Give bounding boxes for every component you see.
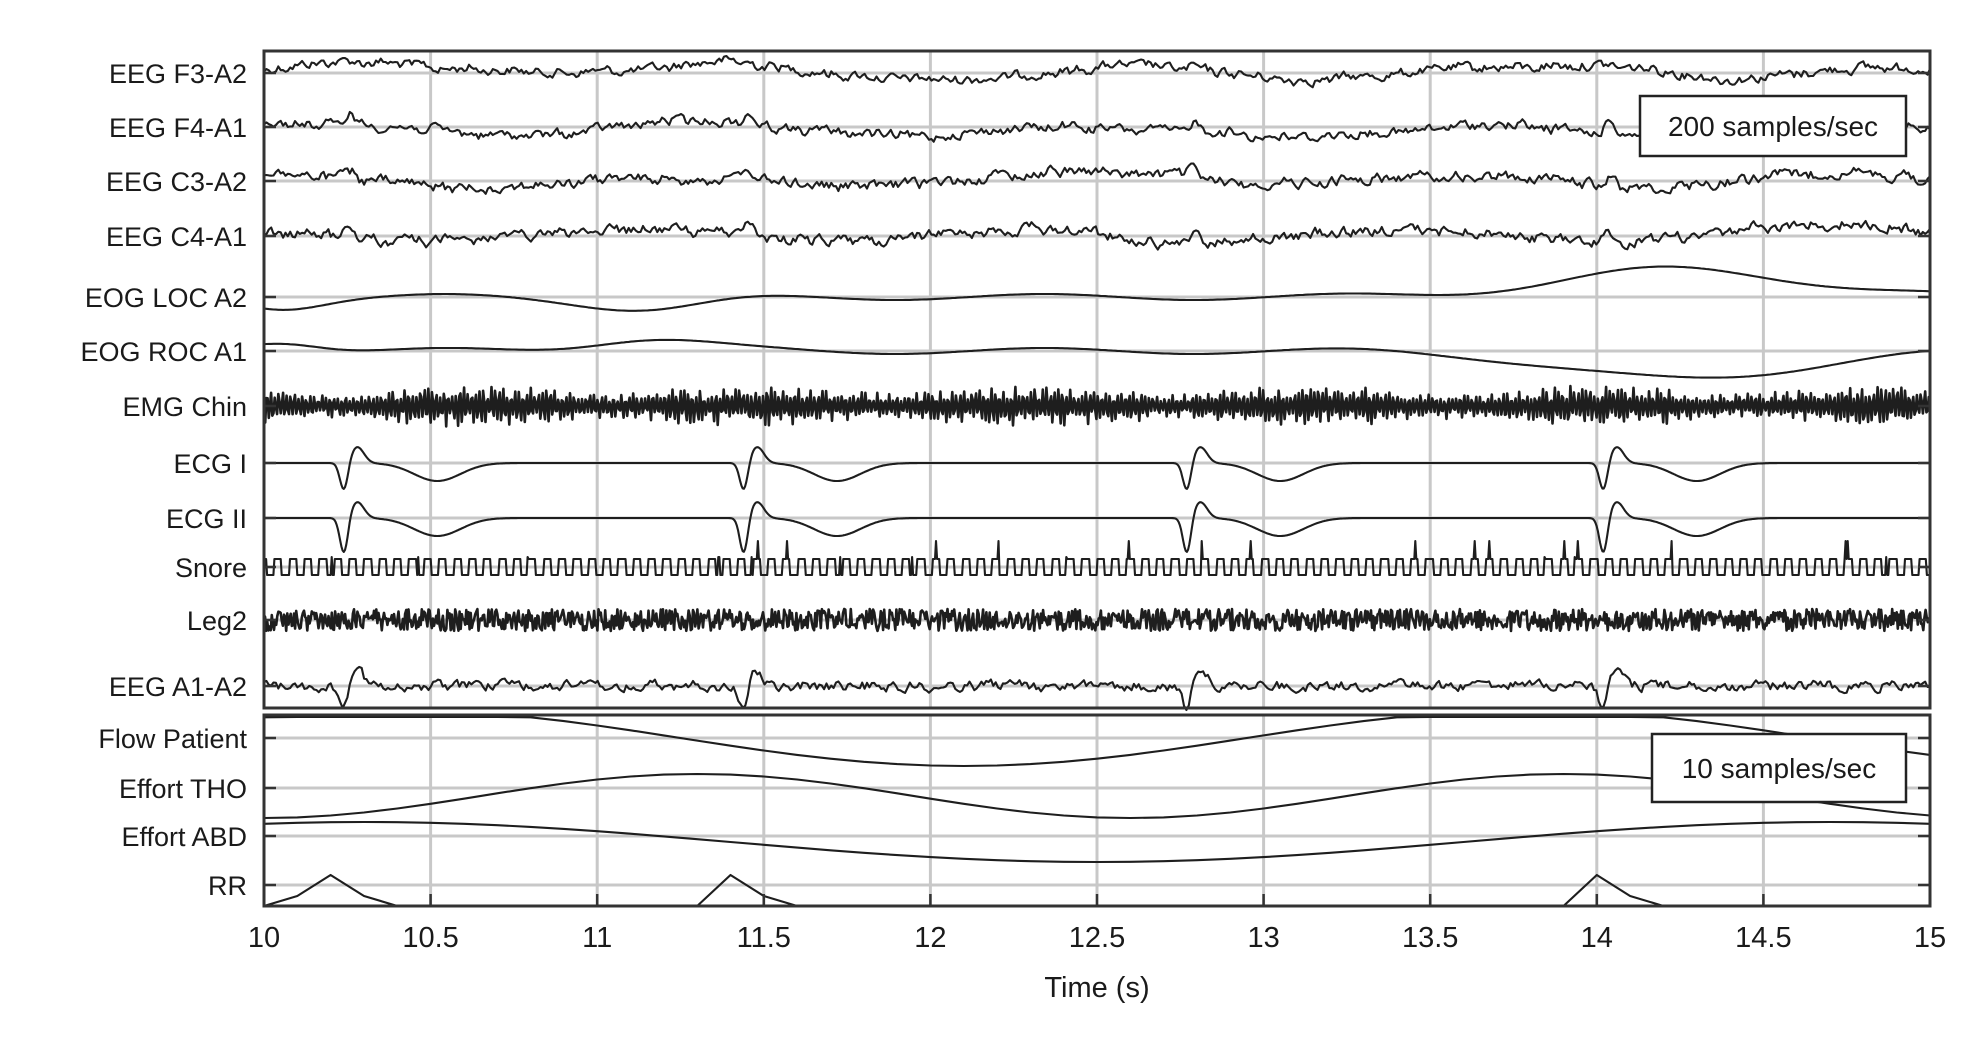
- trace-leg2: [262, 607, 1932, 633]
- sample-rate-text-top: 200 samples/sec: [1668, 111, 1878, 142]
- trace-eeg-c4-a1: [263, 219, 1931, 251]
- trace-flow-patient: [263, 715, 1931, 768]
- xtick-label-1: 10.5: [402, 922, 458, 954]
- channel-label-top-0: EEG F3-A2: [109, 59, 247, 89]
- channel-label-top-8: ECG II: [166, 504, 247, 534]
- sample-rate-text-bottom: 10 samples/sec: [1682, 753, 1877, 784]
- channel-label-bottom-0: Flow Patient: [98, 724, 247, 754]
- sample-rate-box-bottom: [1650, 732, 1908, 804]
- xtick-label-8: 14: [1581, 922, 1613, 954]
- channel-label-top-6: EMG Chin: [122, 392, 247, 422]
- channel-label-bottom-3: RR: [208, 871, 247, 901]
- channel-label-top-1: EEG F4-A1: [109, 113, 247, 143]
- panel-frame-top: [262, 49, 1932, 710]
- xtick-label-4: 12: [914, 922, 946, 954]
- xtick-label-2: 11: [582, 922, 612, 954]
- sample-rate-box-top: [1638, 94, 1908, 158]
- trace-eeg-c3-a2: [263, 162, 1931, 195]
- trace-effort-abd: [263, 820, 1931, 864]
- trace-ecg-i: [264, 446, 1930, 490]
- trace-snore: [263, 539, 1931, 577]
- channel-label-top-7: ECG I: [173, 449, 247, 479]
- channel-label-bottom-2: Effort ABD: [121, 822, 247, 852]
- trace-eog-roc-a1: [263, 338, 1931, 379]
- trace-eog-loc-a2: [263, 265, 1931, 312]
- signal-traces: [262, 54, 1932, 908]
- channel-label-top-9: Snore: [175, 553, 247, 583]
- sample-rate-notes: 200 samples/sec 10 samples/sec: [1638, 94, 1908, 804]
- channel-labels: EEG F3-A2 EEG F4-A1 EEG C3-A2 EEG C4-A1 EOG …: [80, 59, 247, 901]
- xtick-label-7: 13.5: [1402, 922, 1458, 954]
- channel-label-top-4: EOG LOC A2: [85, 283, 247, 313]
- channel-label-bottom-1: Effort THO: [119, 774, 247, 804]
- xtick-label-6: 13: [1247, 922, 1279, 954]
- xtick-label-5: 12.5: [1069, 922, 1125, 954]
- trace-eeg-a1-a2: [263, 665, 1930, 712]
- x-axis-label: Time (s): [1044, 972, 1149, 1004]
- channel-label-top-2: EEG C3-A2: [106, 167, 247, 197]
- channel-label-top-10: Leg2: [187, 606, 247, 636]
- xtick-label-3: 11.5: [737, 922, 791, 954]
- x-axis-ticks: 10 10.5 11 11.5 12 12.5 13 13.5 14 14.5 15: [248, 894, 1946, 954]
- trace-emg-chin: [262, 384, 1932, 428]
- channel-label-top-5: EOG ROC A1: [80, 337, 247, 367]
- channel-label-top-3: EEG C4-A1: [106, 222, 247, 252]
- xtick-label-0: 10: [248, 922, 280, 954]
- trace-ecg-ii: [264, 501, 1930, 553]
- trace-eeg-f3-a2: [263, 54, 1931, 89]
- xtick-label-10: 15: [1914, 922, 1946, 954]
- channel-label-top-11: EEG A1-A2: [109, 672, 247, 702]
- xtick-label-9: 14.5: [1735, 922, 1791, 954]
